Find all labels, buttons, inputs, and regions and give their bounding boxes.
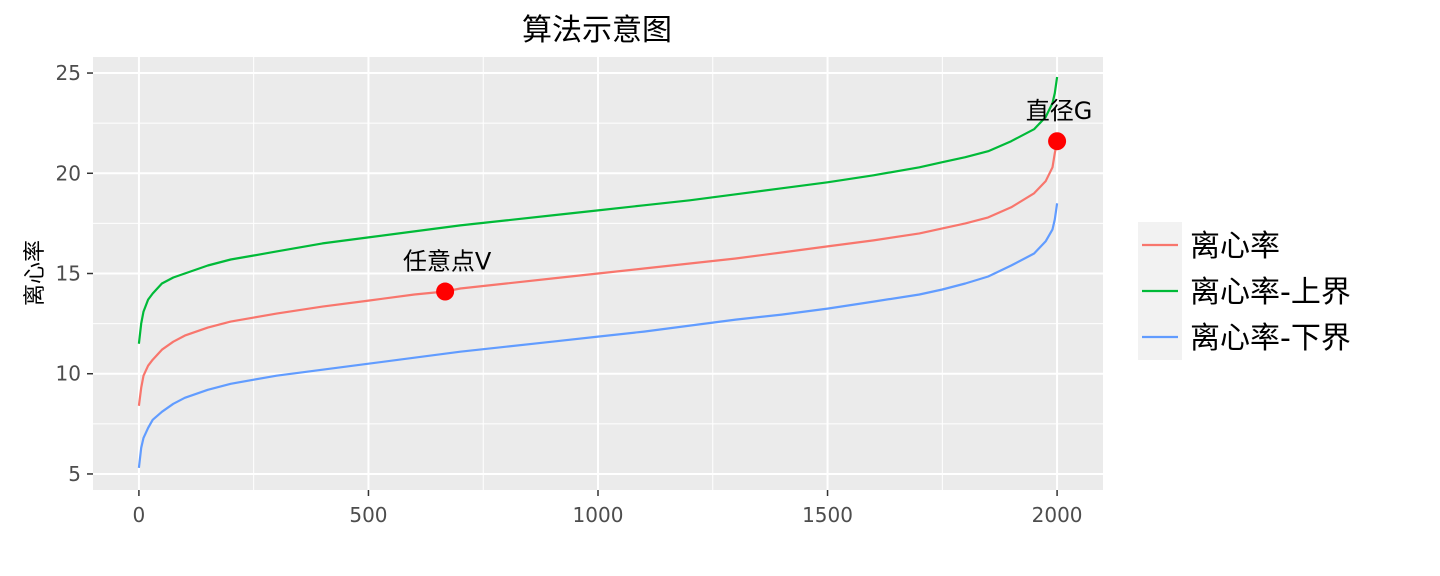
axis-layer: 0 500 1000 1500 2000 5 10 15 20 25 bbox=[56, 61, 1083, 527]
y-axis-label: 离心率 bbox=[23, 240, 48, 306]
x-tick-label: 0 bbox=[133, 503, 146, 527]
y-tick-label: 15 bbox=[56, 262, 81, 286]
y-tick-label: 5 bbox=[68, 462, 81, 486]
series-line-3 bbox=[137, 203, 1059, 469]
series-line-2 bbox=[137, 76, 1059, 344]
y-tick-label: 10 bbox=[56, 362, 81, 386]
legend-label-3: 离心率-下界 bbox=[1190, 321, 1351, 356]
annotation-point-1 bbox=[436, 282, 455, 301]
annotation-label-2: 直径G bbox=[1026, 97, 1093, 125]
x-tick-label: 1500 bbox=[802, 503, 853, 527]
legend-label-2: 离心率-上界 bbox=[1190, 275, 1351, 310]
series-layer bbox=[137, 76, 1059, 469]
annotation-point-2 bbox=[1048, 132, 1067, 151]
annotation-label-1: 任意点V bbox=[403, 248, 492, 276]
x-tick-label: 2000 bbox=[1032, 503, 1083, 527]
x-tick-label: 500 bbox=[349, 503, 387, 527]
series-line-1 bbox=[137, 140, 1059, 406]
y-tick-label: 20 bbox=[56, 161, 81, 185]
legend-label-1: 离心率 bbox=[1190, 229, 1280, 264]
y-tick-label: 25 bbox=[56, 61, 81, 85]
x-tick-label: 1000 bbox=[573, 503, 624, 527]
annotation-layer: 任意点V 直径G bbox=[403, 97, 1093, 301]
chart-title: 算法示意图 bbox=[522, 13, 672, 48]
